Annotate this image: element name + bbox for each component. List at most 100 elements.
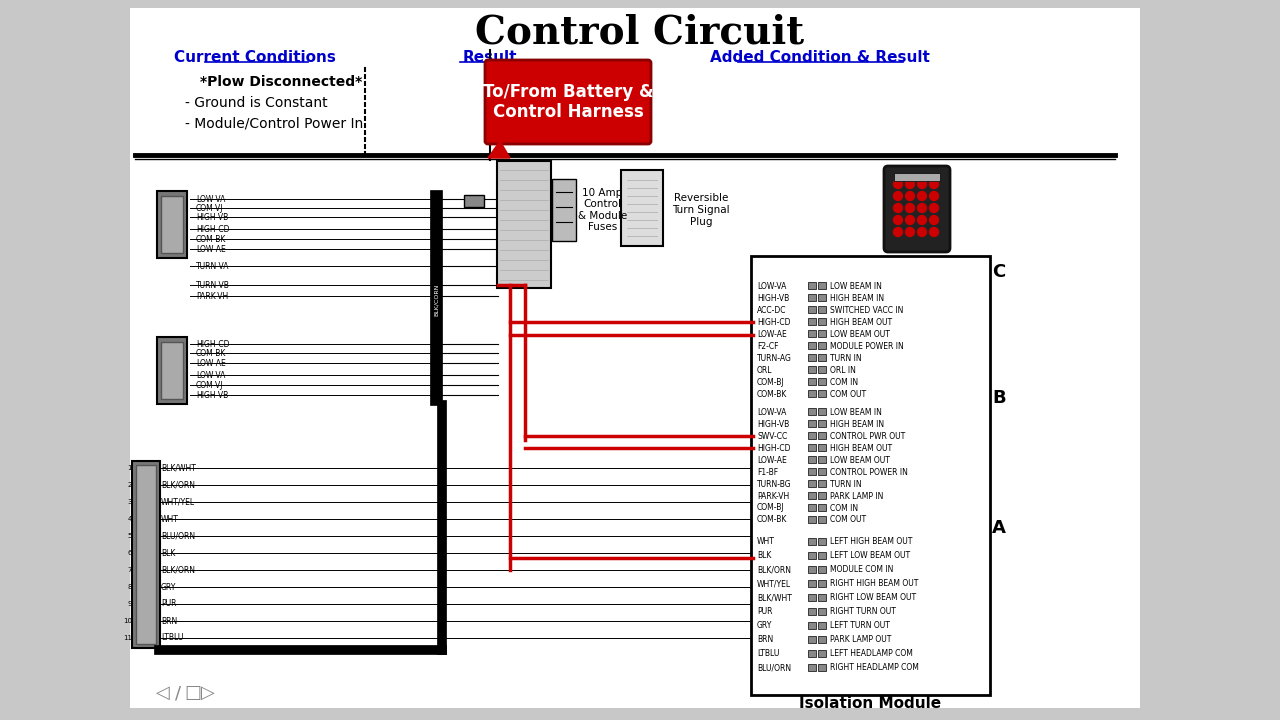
Circle shape xyxy=(893,228,902,236)
Text: BLK/ORN: BLK/ORN xyxy=(756,565,791,575)
Circle shape xyxy=(893,192,902,200)
Text: WHT: WHT xyxy=(161,515,179,523)
Text: BLK/WHT: BLK/WHT xyxy=(756,593,792,603)
Text: B: B xyxy=(992,389,1006,407)
FancyBboxPatch shape xyxy=(808,342,817,349)
Text: COM-BK: COM-BK xyxy=(196,348,227,358)
FancyBboxPatch shape xyxy=(808,390,817,397)
FancyBboxPatch shape xyxy=(430,190,442,405)
Text: LOW BEAM IN: LOW BEAM IN xyxy=(829,408,882,416)
Text: COM-BK: COM-BK xyxy=(756,390,787,398)
FancyBboxPatch shape xyxy=(808,594,817,601)
Circle shape xyxy=(929,228,938,236)
FancyBboxPatch shape xyxy=(818,480,826,487)
Text: LOW-VA: LOW-VA xyxy=(196,371,225,379)
Text: SWV-CC: SWV-CC xyxy=(756,431,787,441)
Circle shape xyxy=(905,179,914,189)
FancyBboxPatch shape xyxy=(552,179,576,241)
Text: A: A xyxy=(992,519,1006,537)
Text: WHT: WHT xyxy=(756,538,774,546)
Text: LOW-AE: LOW-AE xyxy=(756,456,787,464)
Circle shape xyxy=(918,204,927,212)
Text: 7: 7 xyxy=(128,567,132,573)
Text: LOW-AE: LOW-AE xyxy=(196,359,225,367)
FancyBboxPatch shape xyxy=(808,432,817,439)
FancyBboxPatch shape xyxy=(808,306,817,313)
Text: HIGH-VB: HIGH-VB xyxy=(756,420,790,428)
Text: F1-BF: F1-BF xyxy=(756,467,778,477)
Circle shape xyxy=(893,204,902,212)
FancyBboxPatch shape xyxy=(808,580,817,587)
Circle shape xyxy=(918,192,927,200)
Text: BLU/ORN: BLU/ORN xyxy=(756,664,791,672)
Text: LOW-VA: LOW-VA xyxy=(756,282,786,290)
FancyBboxPatch shape xyxy=(818,468,826,475)
FancyBboxPatch shape xyxy=(818,306,826,313)
Text: PUR: PUR xyxy=(756,608,773,616)
FancyBboxPatch shape xyxy=(808,330,817,337)
Text: Isolation Module: Isolation Module xyxy=(799,696,941,711)
Text: Result: Result xyxy=(463,50,517,65)
Text: ORL IN: ORL IN xyxy=(829,366,856,374)
Text: LOW-VA: LOW-VA xyxy=(756,408,786,416)
FancyBboxPatch shape xyxy=(818,622,826,629)
Text: HIGH BEAM OUT: HIGH BEAM OUT xyxy=(829,444,892,452)
FancyBboxPatch shape xyxy=(818,594,826,601)
Text: HIGH-CD: HIGH-CD xyxy=(756,444,791,452)
FancyBboxPatch shape xyxy=(808,492,817,499)
Text: BLK: BLK xyxy=(756,552,772,560)
FancyBboxPatch shape xyxy=(808,664,817,671)
Circle shape xyxy=(905,228,914,236)
Text: PUR: PUR xyxy=(161,600,177,608)
Text: COM IN: COM IN xyxy=(829,503,858,513)
Text: TURN IN: TURN IN xyxy=(829,354,861,362)
Text: CONTROL PWR OUT: CONTROL PWR OUT xyxy=(829,431,905,441)
FancyBboxPatch shape xyxy=(818,456,826,463)
FancyBboxPatch shape xyxy=(818,408,826,415)
Text: ◁: ◁ xyxy=(156,684,170,702)
FancyBboxPatch shape xyxy=(818,432,826,439)
Text: PARK-VH: PARK-VH xyxy=(756,492,790,500)
Text: COM-BJ: COM-BJ xyxy=(756,503,785,513)
Text: RIGHT TURN OUT: RIGHT TURN OUT xyxy=(829,608,896,616)
FancyBboxPatch shape xyxy=(131,8,1140,708)
Text: RIGHT HIGH BEAM OUT: RIGHT HIGH BEAM OUT xyxy=(829,580,918,588)
FancyBboxPatch shape xyxy=(751,256,989,695)
FancyBboxPatch shape xyxy=(818,580,826,587)
Text: LOW BEAM IN: LOW BEAM IN xyxy=(829,282,882,290)
FancyBboxPatch shape xyxy=(818,444,826,451)
FancyBboxPatch shape xyxy=(818,538,826,545)
Text: TURN-BG: TURN-BG xyxy=(756,480,791,488)
FancyBboxPatch shape xyxy=(884,166,950,252)
Text: To/From Battery &
Control Harness: To/From Battery & Control Harness xyxy=(483,83,653,122)
FancyBboxPatch shape xyxy=(818,294,826,301)
Circle shape xyxy=(905,215,914,225)
Text: 10: 10 xyxy=(123,618,132,624)
FancyBboxPatch shape xyxy=(818,390,826,397)
Text: Added Condition & Result: Added Condition & Result xyxy=(710,50,931,65)
Text: C: C xyxy=(992,263,1006,281)
Text: 3: 3 xyxy=(128,499,132,505)
Text: BRN: BRN xyxy=(756,636,773,644)
Text: LOW-AE: LOW-AE xyxy=(756,330,787,338)
Text: TURN-AG: TURN-AG xyxy=(756,354,792,362)
Text: HIGH-VB: HIGH-VB xyxy=(196,390,228,400)
Text: LEFT TURN OUT: LEFT TURN OUT xyxy=(829,621,890,631)
Text: F2-CF: F2-CF xyxy=(756,341,778,351)
FancyBboxPatch shape xyxy=(157,191,187,258)
Text: TURN-VA: TURN-VA xyxy=(196,261,229,271)
FancyBboxPatch shape xyxy=(485,60,652,144)
Text: WHT/YEL: WHT/YEL xyxy=(161,498,195,506)
Text: LTBLU: LTBLU xyxy=(161,634,183,642)
Text: HIGH BEAM IN: HIGH BEAM IN xyxy=(829,420,884,428)
FancyBboxPatch shape xyxy=(808,282,817,289)
FancyBboxPatch shape xyxy=(818,650,826,657)
Text: BLU/ORN: BLU/ORN xyxy=(161,531,195,541)
FancyBboxPatch shape xyxy=(808,650,817,657)
Text: TURN-VB: TURN-VB xyxy=(196,281,230,289)
FancyBboxPatch shape xyxy=(808,366,817,373)
Text: - Module/Control Power In: - Module/Control Power In xyxy=(186,116,364,130)
Text: Reversible
Turn Signal
Plug: Reversible Turn Signal Plug xyxy=(672,194,730,227)
Text: MODULE COM IN: MODULE COM IN xyxy=(829,565,893,575)
Text: COM-VJ: COM-VJ xyxy=(196,204,224,212)
